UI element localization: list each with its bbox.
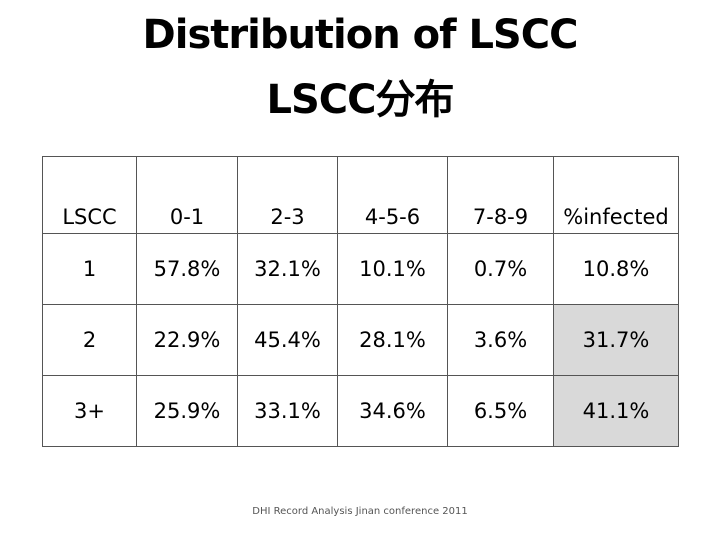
- table-cell: 0.7%: [447, 233, 554, 305]
- header-cell-0-1: 0-1: [136, 156, 238, 234]
- slide-title-line-2: LSCC分布: [266, 77, 454, 123]
- row-label-cell: 3+: [42, 375, 137, 447]
- table-cell: 45.4%: [237, 304, 338, 376]
- table-cell: 33.1%: [237, 375, 338, 447]
- slide-footer: DHI Record Analysis Jinan conference 201…: [252, 506, 468, 517]
- infected-cell-shaded: 31.7%: [553, 304, 679, 376]
- table-cell: 28.1%: [337, 304, 448, 376]
- distribution-table: LSCC 0-1 2-3 4-5-6 7-8-9 %infected 1 57.…: [42, 156, 679, 447]
- slide-title-line-1: Distribution of LSCC: [142, 12, 579, 58]
- table-row: 3+ 25.9% 33.1% 34.6% 6.5% 41.1%: [42, 375, 679, 447]
- table-cell: 32.1%: [237, 233, 338, 305]
- table-cell: 34.6%: [337, 375, 448, 447]
- header-cell-7-8-9: 7-8-9: [447, 156, 554, 234]
- table-cell: 22.9%: [136, 304, 238, 376]
- header-cell-infected: %infected: [553, 156, 679, 234]
- table-cell: 6.5%: [447, 375, 554, 447]
- header-cell-4-5-6: 4-5-6: [337, 156, 448, 234]
- table-cell: 57.8%: [136, 233, 238, 305]
- table-row: 1 57.8% 32.1% 10.1% 0.7% 10.8%: [42, 233, 679, 305]
- infected-cell-shaded: 41.1%: [553, 375, 679, 447]
- row-label-cell: 1: [42, 233, 137, 305]
- table-header-row: LSCC 0-1 2-3 4-5-6 7-8-9 %infected: [42, 156, 679, 234]
- infected-cell: 10.8%: [553, 233, 679, 305]
- table-cell: 10.1%: [337, 233, 448, 305]
- table-cell: 3.6%: [447, 304, 554, 376]
- row-label-cell: 2: [42, 304, 137, 376]
- table-cell: 25.9%: [136, 375, 238, 447]
- header-cell-2-3: 2-3: [237, 156, 338, 234]
- header-cell-lscc: LSCC: [42, 156, 137, 234]
- table-row: 2 22.9% 45.4% 28.1% 3.6% 31.7%: [42, 304, 679, 376]
